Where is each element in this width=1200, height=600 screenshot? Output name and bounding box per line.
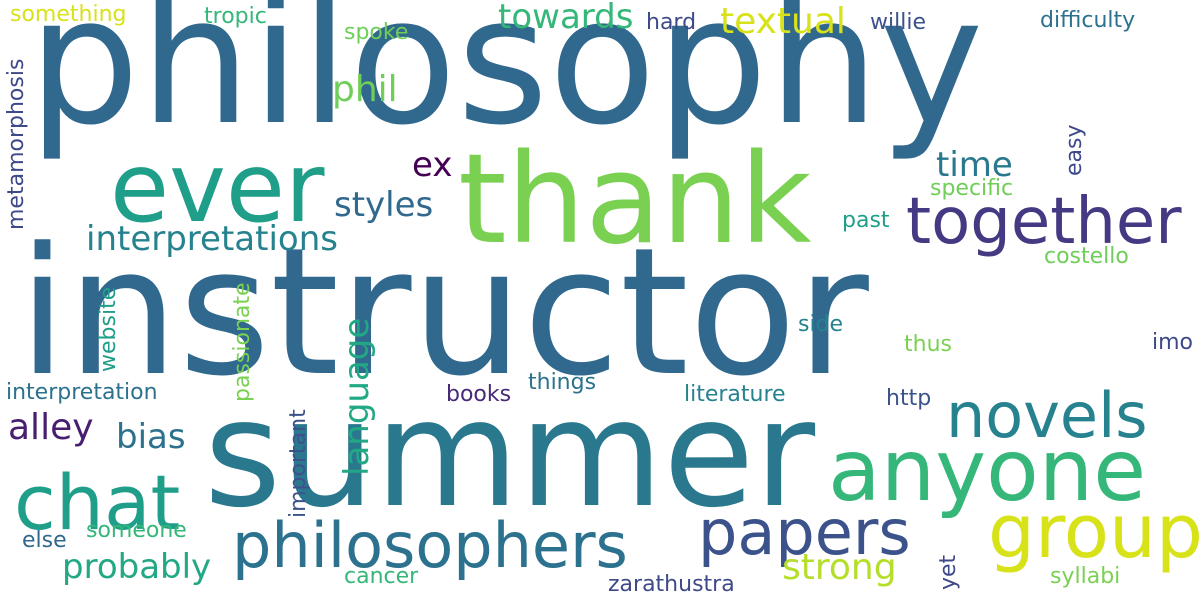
word-strong: strong [782,550,897,586]
word-bias: bias [116,420,186,454]
word-metamorphosis: metamorphosis [6,59,28,230]
word-group: group [988,495,1200,569]
word-thus: thus [904,334,952,356]
word-interpretations: interpretations [86,222,338,256]
word-alley: alley [8,410,94,446]
word-important: important [288,409,310,518]
word-syllabi: syllabi [1050,566,1120,588]
word-imo: imo [1152,332,1193,354]
word-something: something [10,4,126,26]
word-things: things [528,372,596,394]
word-interpretation: interpretation [6,382,158,404]
word-spoke: spoke [344,22,408,44]
word-easy: easy [1064,125,1086,177]
word-zarathustra: zarathustra [608,574,735,596]
word-language: language [340,318,374,476]
word-thank: thank [458,138,812,262]
word-books: books [446,384,511,406]
word-yet: yet [938,555,960,590]
word-textual: textual [720,4,846,40]
word-else: else [22,530,67,552]
word-difficulty: difficulty [1040,10,1135,32]
word-philosophers: philosophers [232,515,628,577]
word-novels: novels [946,385,1148,447]
word-willie: willie [870,12,926,34]
word-side: side [798,314,843,336]
word-literature: literature [684,384,786,406]
word-someone: someone [86,520,187,542]
word-http: http [886,388,931,410]
word-probably: probably [62,550,211,584]
word-past: past [842,210,890,232]
word-styles: styles [334,188,433,222]
word-hard: hard [646,12,696,34]
word-cancer: cancer [344,566,418,588]
word-costello: costello [1044,246,1129,268]
word-specific: specific [930,178,1013,200]
word-website: website [98,287,120,372]
word-passionate: passionate [232,282,254,402]
word-phil: phil [332,72,398,108]
word-towards: towards [498,0,633,34]
word-tropic: tropic [204,6,267,28]
word-ex: ex [412,148,452,182]
